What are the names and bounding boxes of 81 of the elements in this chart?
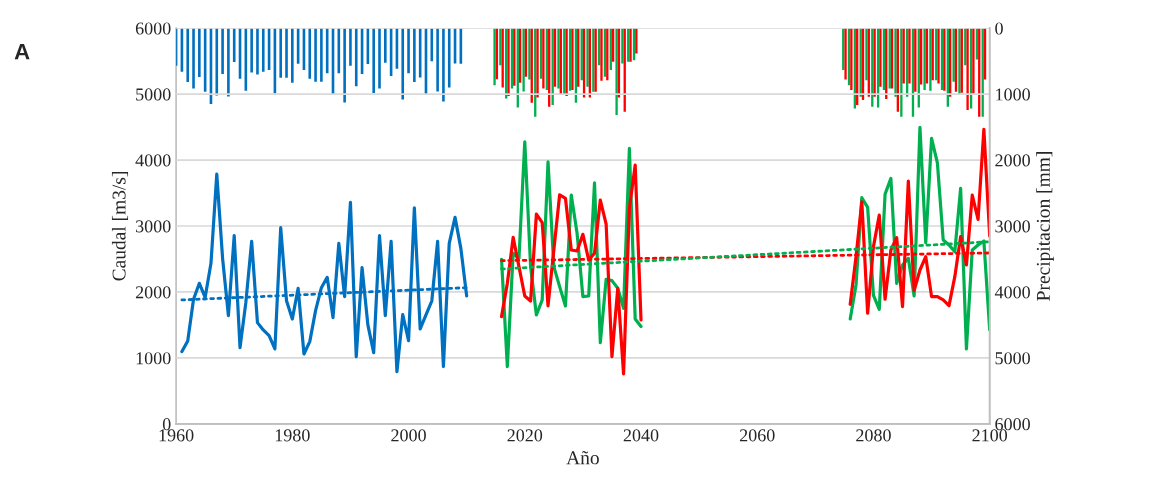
bar [401,28,405,100]
bar [952,28,955,82]
bar [378,28,381,89]
bar [850,28,853,91]
bar [536,28,539,98]
bar [256,28,259,75]
bar [349,28,352,66]
y-tick-label: 3000 [135,220,171,233]
bar [413,28,416,83]
bar [493,28,496,86]
bar [232,28,236,63]
bar [221,28,224,75]
bar [844,28,847,80]
bar [198,28,201,78]
y-tick-label: 0 [162,418,171,431]
bar [447,28,451,88]
x-tick-label: 2020 [507,429,543,442]
bar [407,28,410,74]
bar [972,28,975,94]
bar [621,28,624,64]
y2-axis-title: Precipitacion [mm] [1036,152,1054,301]
bar [635,28,638,54]
bar [227,28,230,97]
bar [279,28,283,78]
y2-tick-label: 0 [995,22,1003,35]
bar [522,28,525,92]
bar [865,28,868,81]
bar [436,28,439,92]
bar [186,28,190,83]
bar [499,28,502,66]
bar [250,28,253,73]
bar [908,28,911,84]
bar [192,28,195,89]
y-tick-label: 4000 [135,154,171,167]
bar [923,28,926,91]
bar [215,28,219,96]
bar [354,28,358,87]
bar [528,28,531,80]
bar [894,28,897,97]
line-series [180,172,469,374]
bar [557,28,560,89]
bar [372,28,375,94]
bar [430,28,434,62]
bar [314,28,317,82]
bar [929,28,932,91]
y2-tick-label: 1000 [996,88,1030,101]
bar [285,28,288,78]
text: A [14,43,30,60]
y2-tick-label: 6000 [995,418,1030,431]
bar [586,28,589,87]
bar [966,28,969,111]
bar [900,28,903,117]
bar [291,28,294,83]
y2-tick-label: 2000 [995,154,1030,167]
bar [600,28,603,81]
y2-tick-label: 4000 [994,286,1030,299]
bar [308,28,312,79]
y-tick-label: 1000 [136,352,171,365]
y-axis-title: Caudal [m3/s] [111,172,129,281]
bar [615,28,618,116]
bar [873,28,876,97]
x-tick-label: 1980 [275,429,310,442]
bar [343,28,346,103]
x-tick-label: 2080 [856,429,891,442]
x-tick-label: 2060 [739,429,775,442]
y2-tick-label: 3000 [995,220,1030,233]
bar [261,28,265,72]
bar [325,28,329,74]
y-tick-label: 2000 [135,286,171,299]
bar [384,28,387,63]
bar [442,28,445,102]
y-tick-label: 5000 [136,88,171,101]
bar [320,28,323,82]
bar [879,28,882,87]
x-tick-label: 1960 [159,429,194,442]
y2-tick-label: 5000 [995,352,1030,365]
x-tick-label: 2100 [972,429,1008,442]
y-tick-label: 6000 [135,22,171,35]
x-axis-title: Año [566,451,599,465]
x-tick-label: 2040 [623,429,659,442]
x-tick-label: 2000 [391,429,426,442]
